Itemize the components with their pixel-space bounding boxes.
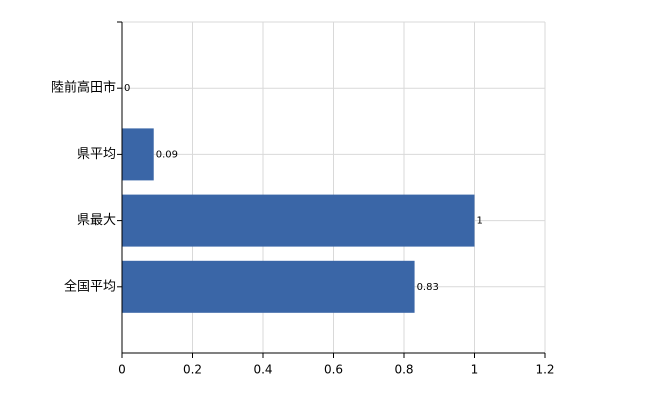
x-tick-label: 0 — [118, 363, 126, 377]
value-label: 0.09 — [156, 149, 178, 160]
value-label: 0.83 — [417, 282, 439, 293]
bar — [122, 194, 475, 247]
x-tick-label: 0.6 — [324, 363, 343, 377]
x-tick-label: 0.2 — [183, 363, 202, 377]
value-label: 1 — [477, 216, 483, 227]
x-tick-label: 0.8 — [394, 363, 413, 377]
bar — [122, 128, 154, 181]
x-tick-label: 1.2 — [535, 363, 554, 377]
x-tick-label: 0.4 — [253, 363, 272, 377]
y-tick-label: 県最大 — [77, 213, 116, 228]
y-tick-label: 県平均 — [77, 147, 116, 162]
y-tick-label: 陸前高田市 — [51, 80, 116, 96]
bar — [122, 260, 415, 313]
x-tick-label: 1 — [471, 363, 479, 377]
value-label: 0 — [124, 83, 130, 94]
y-tick-label: 全国平均 — [64, 278, 116, 294]
